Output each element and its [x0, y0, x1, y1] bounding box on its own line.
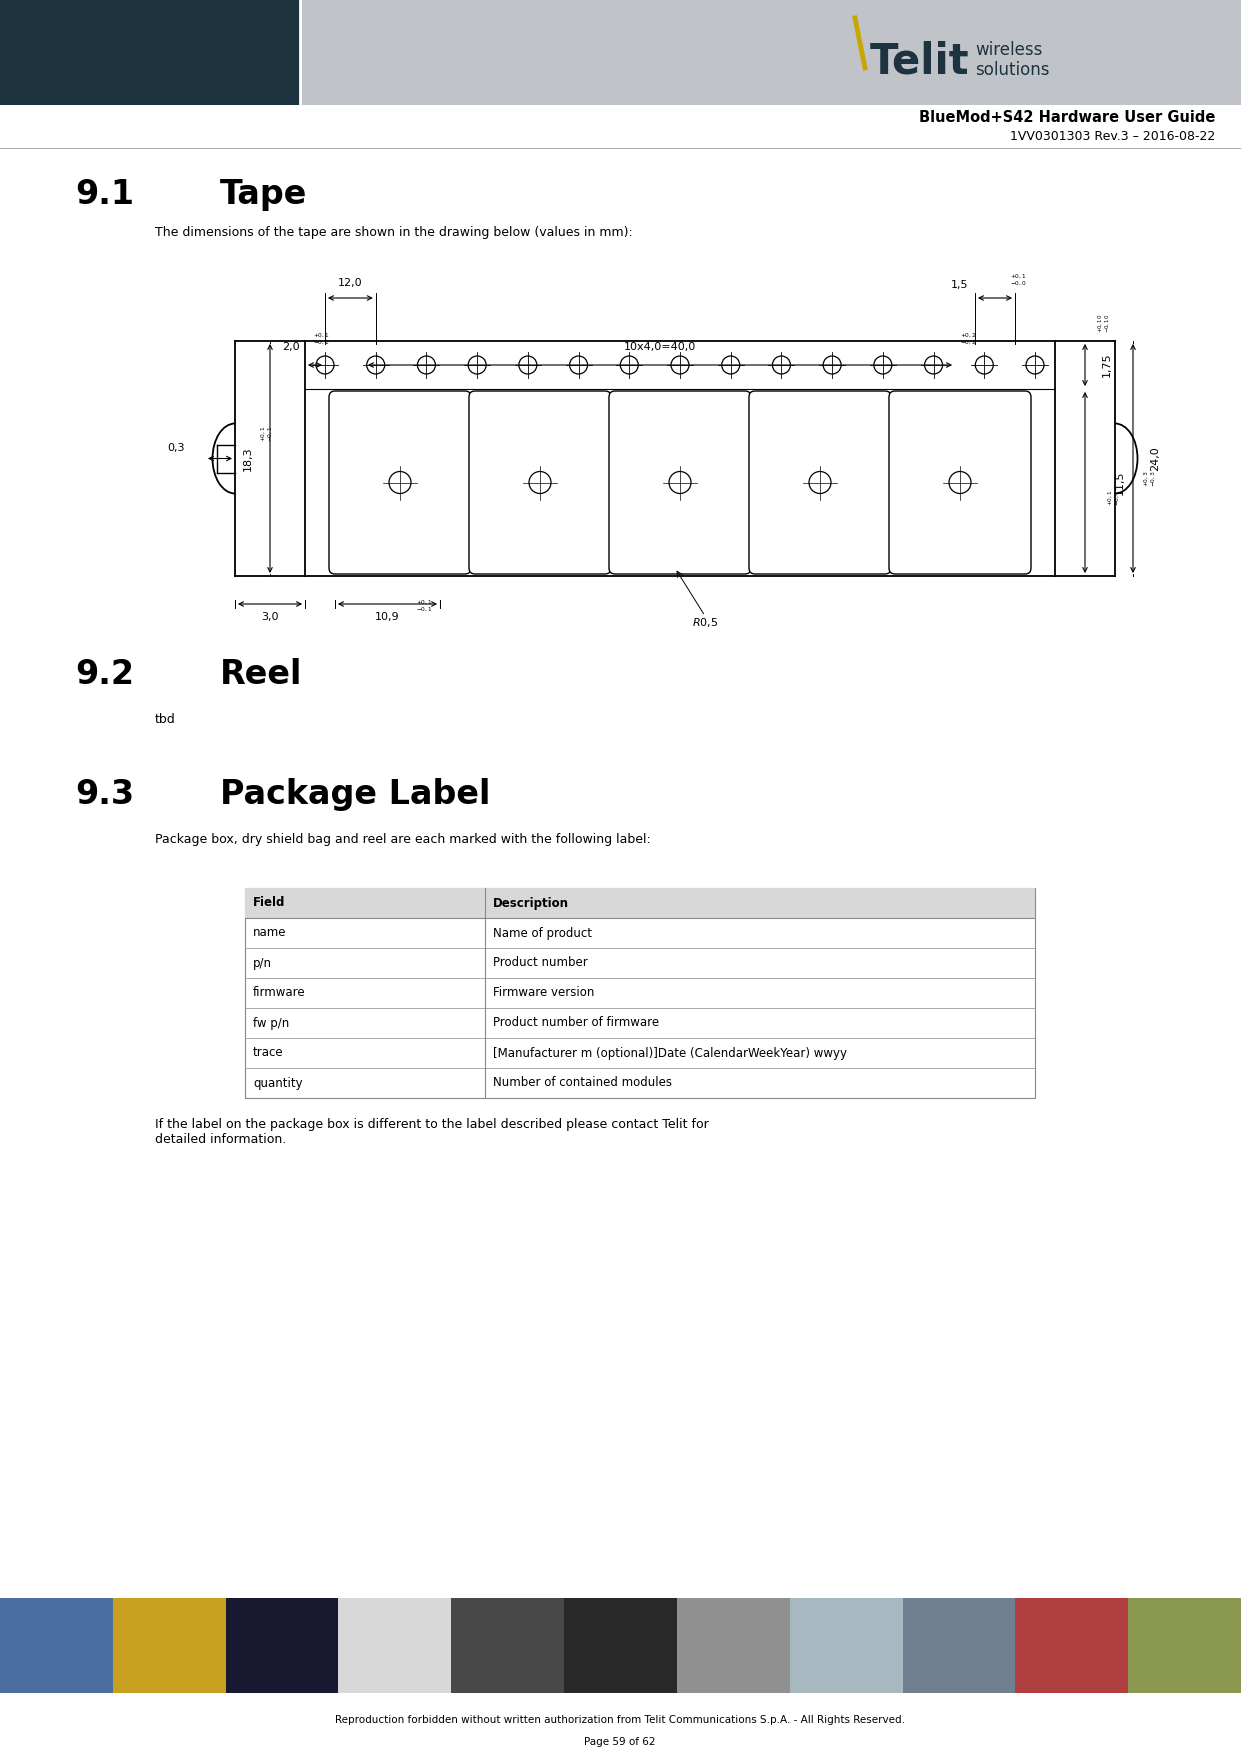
Text: 1,75: 1,75 — [1102, 353, 1112, 377]
Text: firmware: firmware — [253, 986, 305, 1000]
Circle shape — [671, 356, 689, 374]
Circle shape — [1026, 356, 1044, 374]
Text: Description: Description — [493, 896, 570, 910]
Circle shape — [417, 356, 436, 374]
Text: $\mathregular{^{+0,1}_{-0,1}}$: $\mathregular{^{+0,1}_{-0,1}}$ — [1107, 489, 1122, 505]
Text: 0,3: 0,3 — [168, 444, 185, 454]
Circle shape — [949, 472, 970, 493]
Text: Tape: Tape — [220, 177, 308, 210]
Text: Reel: Reel — [220, 658, 303, 691]
Text: Number of contained modules: Number of contained modules — [493, 1077, 671, 1089]
FancyBboxPatch shape — [609, 391, 751, 574]
Text: 9.2: 9.2 — [74, 658, 134, 691]
Circle shape — [772, 356, 791, 374]
Text: Package Label: Package Label — [220, 779, 490, 810]
Bar — [339, 1598, 452, 1693]
Text: 9.1: 9.1 — [74, 177, 134, 210]
Bar — [676, 1598, 791, 1693]
Bar — [902, 1598, 1016, 1693]
Text: $\mathregular{^{+0,2}_{-0,2}}$: $\mathregular{^{+0,2}_{-0,2}}$ — [961, 332, 977, 347]
Circle shape — [809, 472, 831, 493]
Text: fw p/n: fw p/n — [253, 1017, 289, 1030]
Circle shape — [468, 356, 486, 374]
Text: [Manufacturer m (optional)]Date (CalendarWeekYear) wwyy: [Manufacturer m (optional)]Date (Calenda… — [493, 1047, 848, 1059]
Text: 1,5: 1,5 — [952, 281, 969, 289]
Text: tbd: tbd — [155, 712, 176, 726]
Circle shape — [669, 472, 691, 493]
Text: 10x4,0=40,0: 10x4,0=40,0 — [624, 342, 696, 353]
Text: Reproduction forbidden without written authorization from Telit Communications S: Reproduction forbidden without written a… — [335, 1715, 905, 1724]
Text: Package box, dry shield bag and reel are each marked with the following label:: Package box, dry shield bag and reel are… — [155, 833, 650, 845]
Circle shape — [316, 356, 334, 374]
Bar — [565, 1598, 678, 1693]
Bar — [0, 105, 1241, 147]
Bar — [244, 888, 1035, 1098]
Text: BlueMod+S42 Hardware User Guide: BlueMod+S42 Hardware User Guide — [918, 111, 1215, 126]
Text: p/n: p/n — [253, 956, 272, 970]
Bar — [452, 1598, 565, 1693]
Text: $\mathregular{^{+0,1}_{-0,0}}$: $\mathregular{^{+0,1}_{-0,0}}$ — [1010, 272, 1028, 288]
Circle shape — [925, 356, 943, 374]
Circle shape — [823, 356, 841, 374]
Circle shape — [388, 472, 411, 493]
Circle shape — [570, 356, 587, 374]
Text: Name of product: Name of product — [493, 926, 592, 940]
Text: 3,0: 3,0 — [262, 612, 279, 623]
Circle shape — [529, 472, 551, 493]
Circle shape — [366, 356, 385, 374]
Bar — [305, 340, 1055, 575]
Bar — [244, 888, 1035, 917]
Text: $\mathregular{^{+0,3}_{-0,3}}$: $\mathregular{^{+0,3}_{-0,3}}$ — [1143, 470, 1158, 488]
Circle shape — [519, 356, 537, 374]
Bar — [1015, 1598, 1129, 1693]
Bar — [113, 1598, 227, 1693]
FancyBboxPatch shape — [329, 391, 472, 574]
Text: 24,0: 24,0 — [1150, 446, 1160, 470]
Text: name: name — [253, 926, 287, 940]
Circle shape — [620, 356, 638, 374]
Text: 9.3: 9.3 — [74, 779, 134, 810]
Text: If the label on the package box is different to the label described please conta: If the label on the package box is diffe… — [155, 1117, 709, 1145]
Circle shape — [975, 356, 993, 374]
Text: $\mathregular{^{+0,1}_{-0,1}}$: $\mathregular{^{+0,1}_{-0,1}}$ — [261, 424, 276, 442]
Text: Page 59 of 62: Page 59 of 62 — [585, 1736, 655, 1747]
Text: $\mathregular{^{+0,1}_{-0,1}}$: $\mathregular{^{+0,1}_{-0,1}}$ — [416, 598, 432, 614]
Text: trace: trace — [253, 1047, 284, 1059]
FancyBboxPatch shape — [469, 391, 611, 574]
Text: 1VV0301303 Rev.3 – 2016-08-22: 1VV0301303 Rev.3 – 2016-08-22 — [1010, 130, 1215, 144]
FancyBboxPatch shape — [889, 391, 1031, 574]
Text: solutions: solutions — [975, 61, 1050, 79]
Bar — [0, 0, 300, 105]
Bar — [0, 1598, 114, 1693]
Circle shape — [722, 356, 740, 374]
Bar — [226, 1598, 340, 1693]
Text: 10,9: 10,9 — [375, 612, 400, 623]
Text: $\mathregular{^{+0,1}_{-0,1}}$: $\mathregular{^{+0,1}_{-0,1}}$ — [313, 332, 330, 347]
Text: 12,0: 12,0 — [338, 277, 362, 288]
Text: 2,0: 2,0 — [283, 342, 300, 353]
Text: $\it{R}$0,5: $\it{R}$0,5 — [691, 616, 719, 630]
Circle shape — [874, 356, 892, 374]
Bar — [1128, 1598, 1241, 1693]
Text: Product number of firmware: Product number of firmware — [493, 1017, 659, 1030]
Text: The dimensions of the tape are shown in the drawing below (values in mm):: The dimensions of the tape are shown in … — [155, 226, 633, 239]
Text: wireless: wireless — [975, 40, 1042, 60]
Bar — [300, 0, 1241, 105]
Text: 18,3: 18,3 — [243, 446, 253, 470]
FancyBboxPatch shape — [750, 391, 891, 574]
Text: Product number: Product number — [493, 956, 588, 970]
Text: Field: Field — [253, 896, 285, 910]
Text: quantity: quantity — [253, 1077, 303, 1089]
Text: 11,5: 11,5 — [1114, 470, 1126, 495]
Text: Firmware version: Firmware version — [493, 986, 594, 1000]
Bar — [789, 1598, 903, 1693]
Text: Telit: Telit — [870, 40, 969, 82]
Text: $\mathregular{^{+0,10}_{-0,10}}$: $\mathregular{^{+0,10}_{-0,10}}$ — [1097, 314, 1112, 333]
